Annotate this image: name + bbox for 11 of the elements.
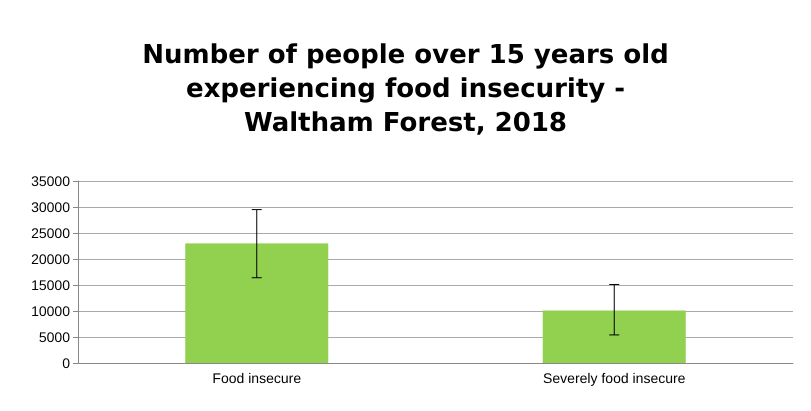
y-tick-label: 35000	[31, 173, 70, 189]
x-tick-label: Severely food insecure	[543, 370, 686, 386]
x-tick-label: Food insecure	[212, 370, 302, 386]
chart-title: Number of people over 15 years old experiencing food insecurity - Waltham Forest, 2018	[142, 40, 669, 138]
y-tick-label: 15000	[31, 277, 70, 293]
y-tick-label: 25000	[31, 225, 70, 241]
y-tick-label: 0	[62, 355, 70, 371]
y-tick-label: 20000	[31, 251, 70, 267]
y-tick-label: 5000	[38, 329, 70, 345]
y-tick-label: 10000	[31, 303, 70, 319]
y-tick-label: 30000	[31, 199, 70, 215]
